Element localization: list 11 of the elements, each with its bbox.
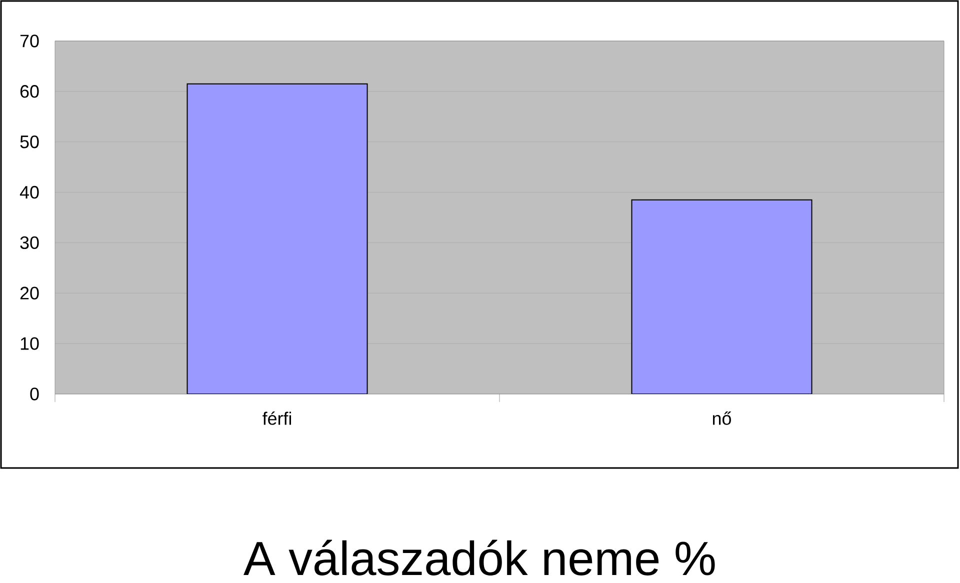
y-tick-label: 50 [20, 135, 39, 148]
y-tick-label: 70 [20, 34, 39, 48]
y-tick-label: 20 [20, 286, 39, 300]
x-tick-label: nő [712, 412, 732, 425]
y-tick-label: 10 [20, 337, 39, 350]
text: A válaszadók neme % [244, 540, 715, 576]
x-tick-label: férfi [262, 412, 292, 425]
y-tick-label: 0 [30, 388, 39, 400]
y-tick-label: 60 [20, 85, 39, 98]
y-tick-label: 40 [20, 186, 39, 199]
y-tick-label: 30 [20, 236, 39, 250]
